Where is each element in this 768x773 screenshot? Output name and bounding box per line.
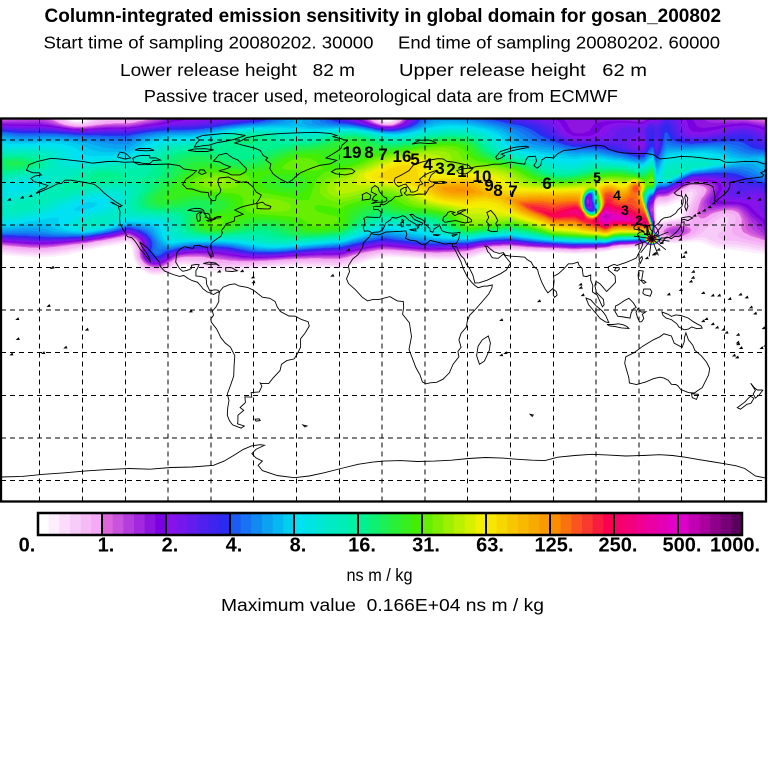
svg-text:ns m / kg: ns m / kg [347,565,413,585]
svg-text:4: 4 [423,155,433,174]
svg-text:125.: 125. [535,535,574,557]
svg-text:1: 1 [457,162,466,181]
svg-text:5: 5 [410,150,419,169]
svg-text:Start time of sampling 2008020: Start time of sampling 20080202. 30000 [44,33,374,53]
svg-text:3: 3 [621,202,629,218]
svg-text:4: 4 [613,187,621,203]
svg-text:3: 3 [435,159,444,178]
svg-text:7: 7 [508,182,517,201]
svg-text:1: 1 [643,222,651,238]
svg-text:31.: 31. [412,535,440,557]
svg-text:4.: 4. [226,535,243,557]
svg-text:16: 16 [393,147,412,166]
svg-text:7: 7 [378,145,387,164]
svg-text:250.: 250. [599,535,638,557]
svg-text:1000.: 1000. [710,535,760,557]
svg-text:8.: 8. [290,535,307,557]
svg-text:Column-integrated emission sen: Column-integrated emission sensitivity i… [45,6,722,27]
svg-text:19: 19 [343,143,362,162]
svg-text:5: 5 [593,169,601,185]
svg-text:8: 8 [493,181,502,200]
svg-text:6: 6 [542,174,551,193]
svg-text:Lower release height 82 m: Lower release height 82 m [120,60,355,80]
svg-text:0.: 0. [19,535,36,557]
svg-text:2: 2 [635,212,643,228]
svg-text:End time of sampling 20080202.: End time of sampling 20080202. 60000 [398,33,720,53]
svg-text:9: 9 [484,176,493,195]
svg-text:8: 8 [364,143,373,162]
svg-text:2: 2 [446,160,455,179]
svg-text:2.: 2. [162,535,179,557]
svg-text:63.: 63. [476,535,504,557]
svg-text:500.: 500. [663,535,702,557]
svg-text:16.: 16. [348,535,376,557]
svg-text:1.: 1. [98,535,115,557]
svg-text:Maximum value 0.166E+04 ns m: Maximum value 0.166E+04 ns m / kg [221,595,544,615]
svg-text:Passive tracer used, meteorolo: Passive tracer used, meteorological data… [144,86,618,106]
svg-text:Upper release height 62 m: Upper release height 62 m [399,60,647,80]
svg-text:10: 10 [473,167,492,186]
